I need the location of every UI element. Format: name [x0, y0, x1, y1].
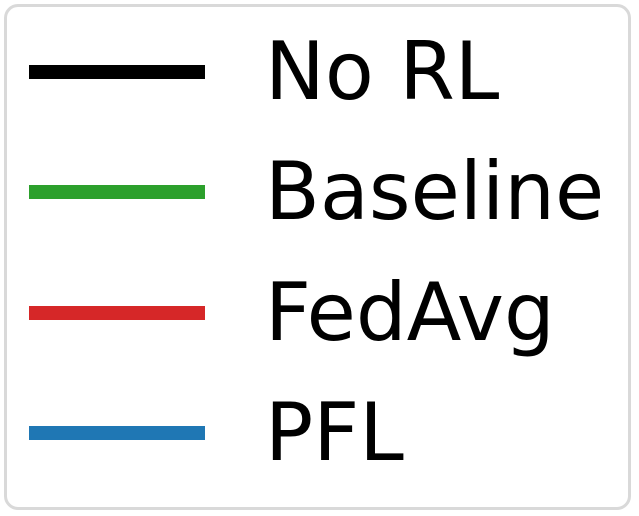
legend-swatch-pfl	[29, 426, 205, 440]
chart-legend: No RL Baseline FedAvg PFL	[4, 4, 631, 510]
legend-label-fedavg: FedAvg	[265, 266, 555, 359]
legend-entry-fedavg: FedAvg	[7, 263, 628, 363]
legend-swatch-fedavg	[29, 306, 205, 320]
legend-swatch-no-rl	[29, 65, 205, 79]
legend-entry-no-rl: No RL	[7, 22, 628, 122]
legend-label-baseline: Baseline	[265, 145, 605, 238]
legend-swatch-baseline	[29, 185, 205, 199]
legend-entry-pfl: PFL	[7, 383, 628, 483]
legend-entry-baseline: Baseline	[7, 142, 628, 242]
legend-label-pfl: PFL	[265, 386, 404, 479]
legend-label-no-rl: No RL	[265, 25, 500, 118]
